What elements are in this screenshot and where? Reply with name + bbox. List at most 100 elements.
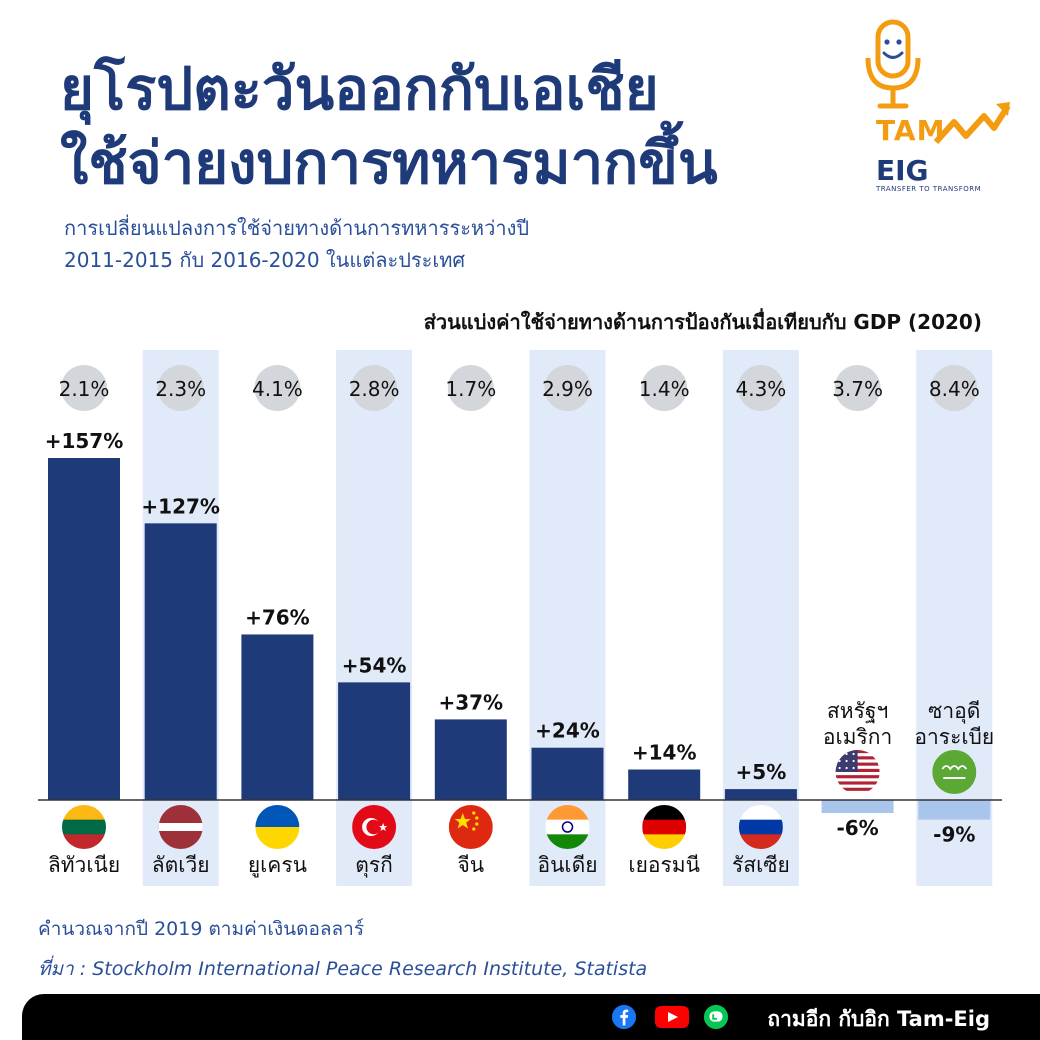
flag-wheel: [561, 821, 574, 833]
value-label: +157%: [45, 429, 124, 453]
gdp-share-circle: [351, 365, 398, 411]
flag-body: [642, 805, 687, 849]
footer-brand: ถามอีก กับอิก Tam-Eig: [767, 1007, 990, 1031]
country-label: อเมริกา: [823, 725, 892, 749]
logo-word-tam: TAM: [876, 114, 946, 147]
flag-script: [941, 765, 968, 771]
saudi-arabia-flag-icon: [932, 750, 977, 794]
gdp-share-circle: [544, 365, 591, 411]
flag-body: [932, 750, 977, 794]
flag-band: [738, 805, 783, 821]
page-title: ยุโรปตะวันออกกับเอเชีย ใช้จ่ายงบการทหารม…: [60, 52, 718, 200]
bar-chart: 2.1% 2.3% 4.1% 2.8% 1.7% 2.9% 1.4% 4.3% 3.7% 8.4%…: [38, 350, 1002, 886]
flag-body: [835, 750, 880, 791]
flag-band: [642, 834, 687, 849]
gdp-share-heading: ส่วนแบ่งค่าใช้จ่ายทางด้านการป้องกันเมื่อ…: [423, 310, 982, 334]
bar: [241, 634, 314, 800]
ukraine-flag-icon: [255, 805, 300, 849]
flag-band: [158, 823, 203, 831]
gdp-share-label: 1.4%: [639, 377, 690, 401]
flag-small-star: [845, 766, 848, 770]
turkey-flag-icon: [352, 805, 397, 849]
flag-small-star: [845, 759, 848, 763]
gdp-share-label: 2.3%: [155, 377, 206, 401]
source-note: ที่มา : Stockholm International Peace Re…: [38, 958, 648, 980]
flag-body: [62, 805, 106, 849]
facebook-icon[interactable]: [610, 1004, 638, 1030]
subtitle: การเปลี่ยนแปลงการใช้จ่ายทางด้านการทหารระ…: [64, 212, 529, 276]
country-label: ลิทัวเนีย: [48, 853, 120, 877]
flag-small-star: [838, 752, 841, 756]
country-label: เยอรมนี: [628, 853, 700, 877]
flag-star: [454, 813, 471, 829]
bar: [48, 458, 120, 800]
value-label: -9%: [933, 823, 975, 847]
value-label: +54%: [342, 653, 407, 677]
flag-small-star: [852, 766, 855, 770]
gdp-share-label: 2.9%: [542, 377, 593, 401]
value-label: +127%: [141, 494, 220, 518]
flag-small-star: [472, 811, 476, 815]
flag-body: [545, 805, 590, 849]
flag-band: [62, 819, 106, 835]
flag-band: [545, 819, 590, 835]
tam-eig-logo: TAM EIG TRANSFER TO TRANSFORM: [858, 18, 1018, 194]
india-flag-icon: [545, 805, 590, 849]
flag-body: [738, 805, 783, 849]
gdp-share-circle: [737, 365, 784, 411]
line-icon[interactable]: [702, 1004, 730, 1030]
flag-small-star: [845, 752, 848, 756]
country-label: อินเดีย: [537, 853, 597, 877]
subtitle-line-2: 2011-2015 กับ 2016-2020 ในแต่ละประเทศ: [64, 248, 466, 272]
gdp-share-label: 4.1%: [252, 377, 303, 401]
gdp-share-label: 1.7%: [445, 377, 496, 401]
country-label: รัสเซีย: [732, 853, 790, 877]
flag-band: [932, 750, 977, 794]
bar: [918, 800, 991, 820]
value-label: -6%: [836, 816, 878, 840]
arrow-up-icon: [934, 102, 1011, 145]
flag-small-star: [838, 759, 841, 763]
flag-star: [379, 823, 388, 831]
youtube-icon[interactable]: [654, 1004, 690, 1030]
flag-small-star: [472, 827, 476, 831]
flag-band: [62, 805, 106, 821]
gdp-share-label: 2.8%: [349, 377, 400, 401]
flag-small-star: [852, 759, 855, 763]
flag-band: [545, 805, 590, 821]
flag-small-star: [475, 822, 479, 826]
russia-flag-icon: [738, 805, 783, 849]
value-label: +76%: [245, 605, 310, 629]
bar: [338, 682, 411, 800]
usa-flag-icon: [835, 750, 880, 791]
flag-small-star: [838, 766, 841, 770]
flag-band: [642, 819, 687, 835]
flag-band: [255, 805, 300, 827]
gdp-share-label: 3.7%: [832, 377, 883, 401]
footer-bar: ถามอีก กับอิก Tam-Eig: [22, 994, 1040, 1040]
country-label: ลัตเวีย: [152, 853, 210, 877]
bar: [628, 769, 701, 800]
germany-flag-icon: [642, 805, 687, 849]
flag-crescent-cut: [366, 819, 381, 835]
china-flag-icon: [448, 805, 493, 849]
gdp-share-circle: [447, 365, 494, 411]
calculation-note: คำนวณจากปี 2019 ตามค่าเงินดอลลาร์: [38, 918, 365, 940]
flag-body: [255, 805, 300, 849]
value-label: +14%: [632, 741, 697, 765]
lithuania-flag-icon: [62, 805, 106, 849]
bar: [821, 800, 894, 814]
subtitle-line-1: การเปลี่ยนแปลงการใช้จ่ายทางด้านการทหารระ…: [64, 216, 530, 240]
logo-tagline: TRANSFER TO TRANSFORM: [876, 185, 982, 193]
gdp-share-circle: [61, 365, 107, 411]
gdp-share-circle: [931, 365, 978, 411]
gdp-share-label: 8.4%: [929, 377, 980, 401]
gdp-share-label: 2.1%: [59, 377, 110, 401]
gdp-share-label: 4.3%: [735, 377, 786, 401]
country-label: ตุรกี: [355, 853, 393, 878]
gdp-share-circle: [834, 365, 881, 411]
flag-band: [255, 827, 300, 849]
gdp-share-circle: [157, 365, 204, 411]
flag-stripe: [835, 775, 880, 779]
bar: [144, 523, 217, 800]
